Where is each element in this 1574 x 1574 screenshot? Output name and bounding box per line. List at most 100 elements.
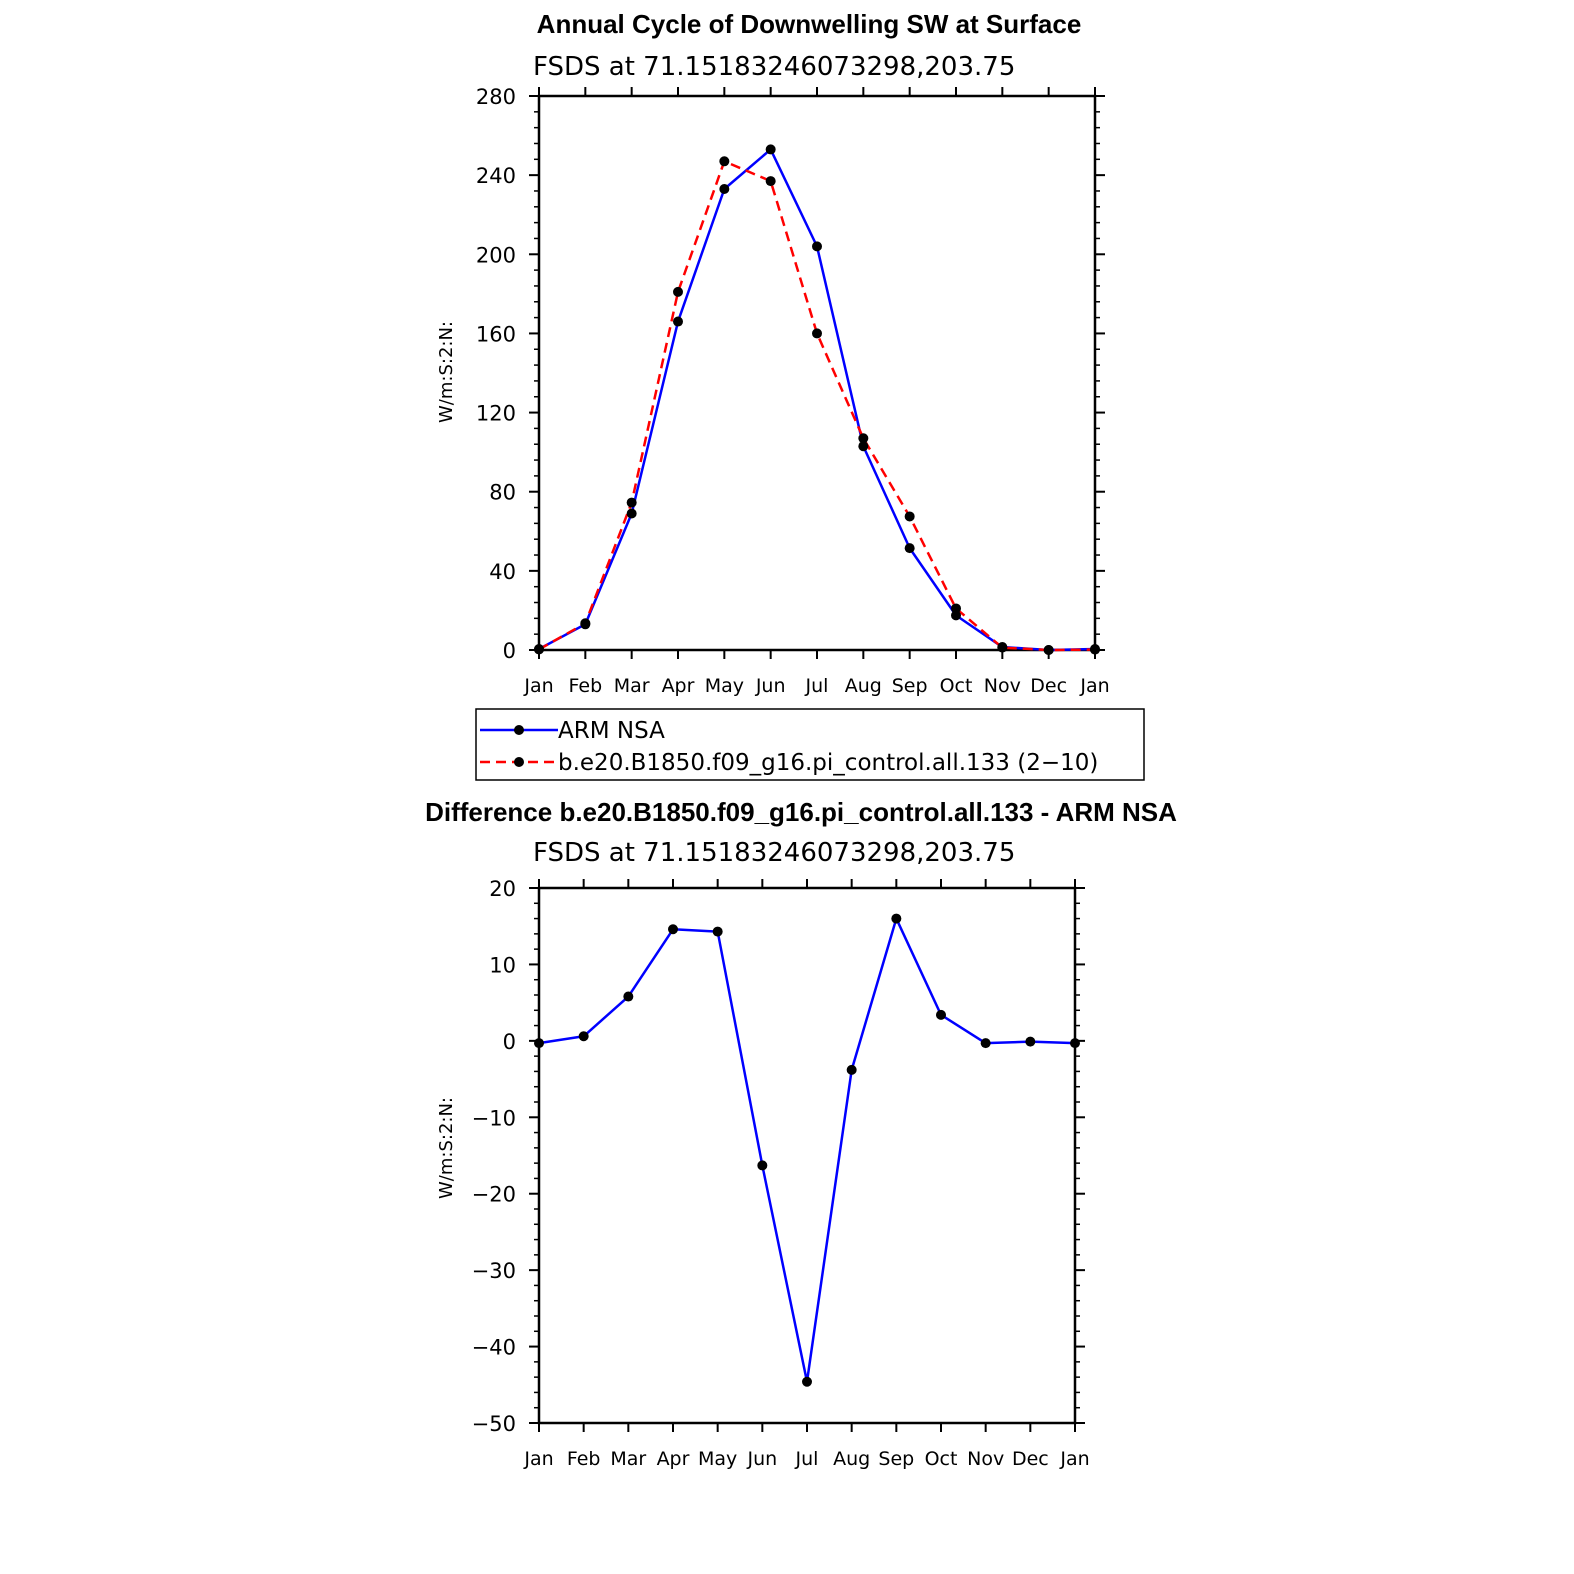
x-tick-label: Jan bbox=[523, 675, 553, 697]
difference-panel: Difference b.e20.B1850.f09_g16.pi_contro… bbox=[425, 797, 1177, 1470]
data-point-0 bbox=[1070, 1038, 1080, 1049]
x-tick-label: Apr bbox=[657, 1448, 690, 1470]
data-point-1 bbox=[580, 618, 591, 629]
data-point-1 bbox=[719, 156, 730, 167]
x-tick-label: Jun bbox=[755, 675, 786, 697]
y-tick-label: 280 bbox=[476, 85, 516, 109]
x-tick-label: Jun bbox=[746, 1448, 777, 1470]
x-tick-label: Nov bbox=[984, 675, 1021, 697]
x-tick-label: Sep bbox=[892, 675, 928, 697]
legend-label-arm-nsa: ARM NSA bbox=[558, 718, 665, 744]
data-point-0 bbox=[626, 508, 637, 519]
data-point-0 bbox=[623, 991, 634, 1002]
data-point-1 bbox=[765, 176, 776, 187]
chart-title: Annual Cycle of Downwelling SW at Surfac… bbox=[537, 9, 1082, 39]
y-tick-label: 200 bbox=[476, 243, 516, 267]
data-point-1 bbox=[858, 433, 869, 444]
x-tick-label: Nov bbox=[967, 1448, 1004, 1470]
plot-frame bbox=[537, 94, 1097, 652]
series-line-0 bbox=[538, 917, 1076, 1383]
series-line-1 bbox=[538, 160, 1096, 652]
x-tick-label: May bbox=[705, 675, 744, 697]
y-tick-label: 120 bbox=[476, 402, 516, 426]
x-tick-label: Jul bbox=[805, 675, 829, 697]
y-tick-label: 80 bbox=[489, 481, 516, 505]
legend-marker-arm-nsa bbox=[514, 725, 524, 735]
data-point-0 bbox=[858, 441, 869, 452]
data-point-1 bbox=[812, 328, 822, 339]
data-point-0 bbox=[765, 144, 776, 155]
y-tick-label: −10 bbox=[472, 1106, 516, 1130]
x-tick-label: Dec bbox=[1030, 675, 1067, 697]
x-tick-label: May bbox=[698, 1448, 737, 1470]
data-point-0 bbox=[673, 316, 683, 327]
data-point-1 bbox=[1043, 645, 1054, 655]
y-tick-label: 240 bbox=[476, 164, 516, 188]
x-tick-label: Feb bbox=[569, 675, 603, 697]
data-point-1 bbox=[534, 644, 544, 655]
chart-subtitle: FSDS at 71.15183246073298,203.75 bbox=[533, 838, 1015, 868]
y-tick-label: 0 bbox=[503, 639, 516, 663]
y-tick-label: 10 bbox=[489, 953, 516, 977]
data-point-0 bbox=[534, 1038, 544, 1049]
y-tick-label: −50 bbox=[472, 1412, 516, 1436]
plot-area: Jan Feb Mar Apr May Jun Jul Aug Sep Oct Nov Dec Jan−… bbox=[472, 877, 1090, 1470]
legend-marker-model bbox=[514, 757, 524, 767]
y-tick-label: 20 bbox=[489, 877, 516, 901]
y-tick-label: 0 bbox=[503, 1030, 516, 1054]
data-point-0 bbox=[846, 1064, 857, 1075]
x-tick-label: Aug bbox=[845, 675, 882, 697]
data-point-0 bbox=[812, 241, 822, 252]
data-point-1 bbox=[1090, 644, 1100, 655]
x-tick-label: Jan bbox=[1079, 675, 1109, 697]
data-point-0 bbox=[904, 543, 915, 554]
chart-subtitle: FSDS at 71.15183246073298,203.75 bbox=[533, 52, 1015, 82]
plot-area: Jan Feb Mar Apr May Jun Jul Aug Sep Oct Nov Dec Jan 0… bbox=[476, 85, 1110, 697]
x-tick-label: Sep bbox=[878, 1448, 914, 1470]
legend: ARM NSA b.e20.B1850.f09_g16.pi_control.a… bbox=[475, 708, 1145, 781]
legend-label-model: b.e20.B1850.f09_g16.pi_control.all.133 (… bbox=[558, 750, 1098, 776]
x-tick-label: Dec bbox=[1012, 1448, 1049, 1470]
y-tick-label: 160 bbox=[476, 322, 516, 346]
legend-item-arm-nsa: ARM NSA bbox=[480, 718, 665, 744]
data-point-0 bbox=[668, 924, 678, 935]
y-tick-label: −20 bbox=[472, 1183, 516, 1207]
series-line-0 bbox=[538, 148, 1096, 652]
plot-frame bbox=[537, 886, 1077, 1425]
data-point-1 bbox=[626, 497, 637, 508]
x-tick-label: Mar bbox=[614, 675, 650, 697]
x-tick-label: Feb bbox=[567, 1448, 601, 1470]
legend-box bbox=[475, 708, 1145, 781]
y-tick-label: 40 bbox=[489, 560, 516, 584]
data-point-0 bbox=[936, 1009, 946, 1020]
data-point-0 bbox=[980, 1038, 991, 1049]
data-point-1 bbox=[951, 603, 961, 614]
data-point-0 bbox=[719, 183, 730, 194]
x-tick-label: Apr bbox=[662, 675, 695, 697]
x-tick-label: Jul bbox=[795, 1448, 819, 1470]
y-tick-label: −30 bbox=[472, 1259, 516, 1283]
data-point-0 bbox=[951, 610, 961, 621]
data-point-0 bbox=[802, 1376, 812, 1387]
data-point-1 bbox=[997, 642, 1008, 653]
data-point-0 bbox=[757, 1160, 768, 1171]
data-point-0 bbox=[891, 913, 902, 924]
data-point-0 bbox=[578, 1031, 589, 1042]
chart-title: Difference b.e20.B1850.f09_g16.pi_contro… bbox=[425, 797, 1177, 827]
data-point-1 bbox=[673, 286, 683, 297]
x-tick-label: Jan bbox=[1059, 1448, 1089, 1470]
y-axis-label: W/m:S:2:N: bbox=[436, 321, 457, 423]
x-tick-label: Oct bbox=[940, 675, 973, 697]
x-tick-label: Oct bbox=[925, 1448, 958, 1470]
data-point-0 bbox=[712, 926, 723, 937]
annual-cycle-panel: Annual Cycle of Downwelling SW at Surfac… bbox=[436, 9, 1145, 781]
x-tick-label: Jan bbox=[523, 1448, 553, 1470]
x-tick-label: Aug bbox=[833, 1448, 870, 1470]
data-point-1 bbox=[904, 511, 915, 522]
y-axis-label: W/m:S:2:N: bbox=[436, 1097, 457, 1199]
x-tick-label: Mar bbox=[610, 1448, 646, 1470]
y-tick-label: −40 bbox=[472, 1336, 516, 1360]
legend-item-model: b.e20.B1850.f09_g16.pi_control.all.133 (… bbox=[480, 750, 1098, 776]
data-point-0 bbox=[1025, 1036, 1036, 1047]
